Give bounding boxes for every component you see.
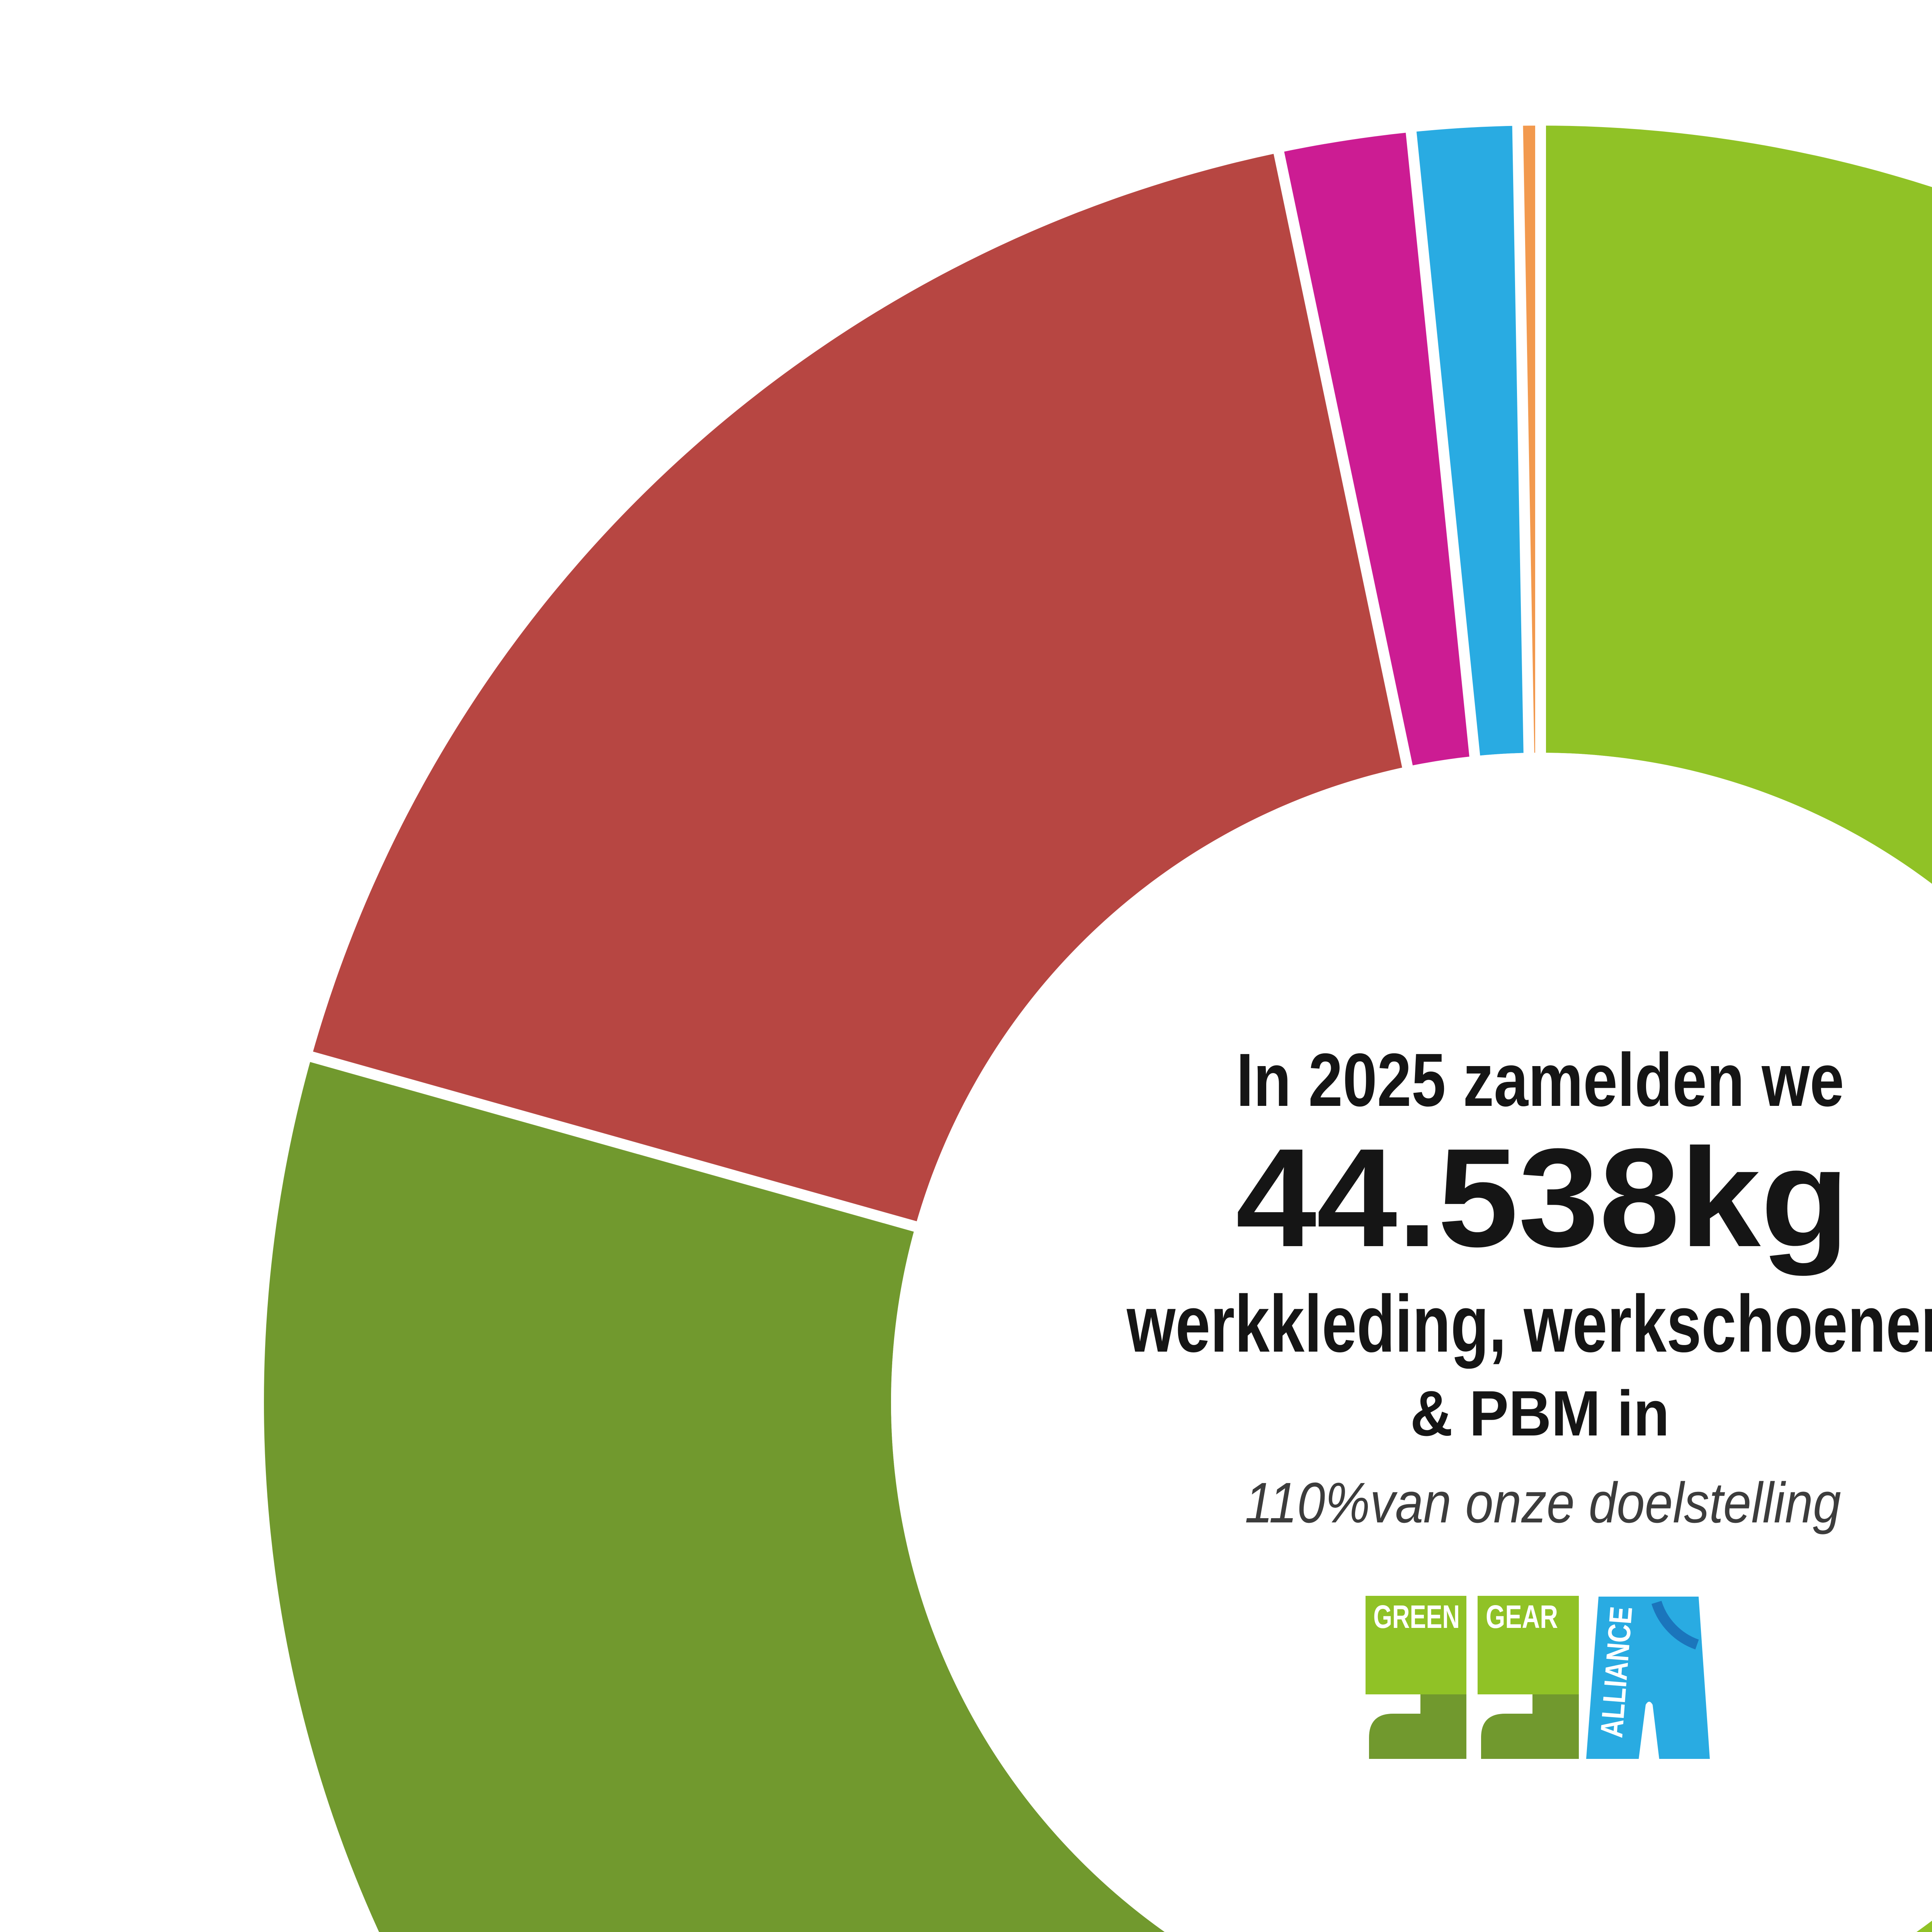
svg-text:GEAR: GEAR [1486,1599,1558,1635]
svg-text:In 2025 zamelden we: In 2025 zamelden we [1236,1038,1844,1122]
svg-text:werkkleding, werkschoenen: werkkleding, werkschoenen [1126,1279,1932,1369]
svg-text:GREEN: GREEN [1373,1599,1460,1635]
svg-text:44.538kg: 44.538kg [1236,1119,1849,1277]
svg-text:& PBM in: & PBM in [1410,1378,1670,1449]
svg-text:110%van onze doelstelling: 110%van onze doelstelling [1245,1471,1841,1535]
